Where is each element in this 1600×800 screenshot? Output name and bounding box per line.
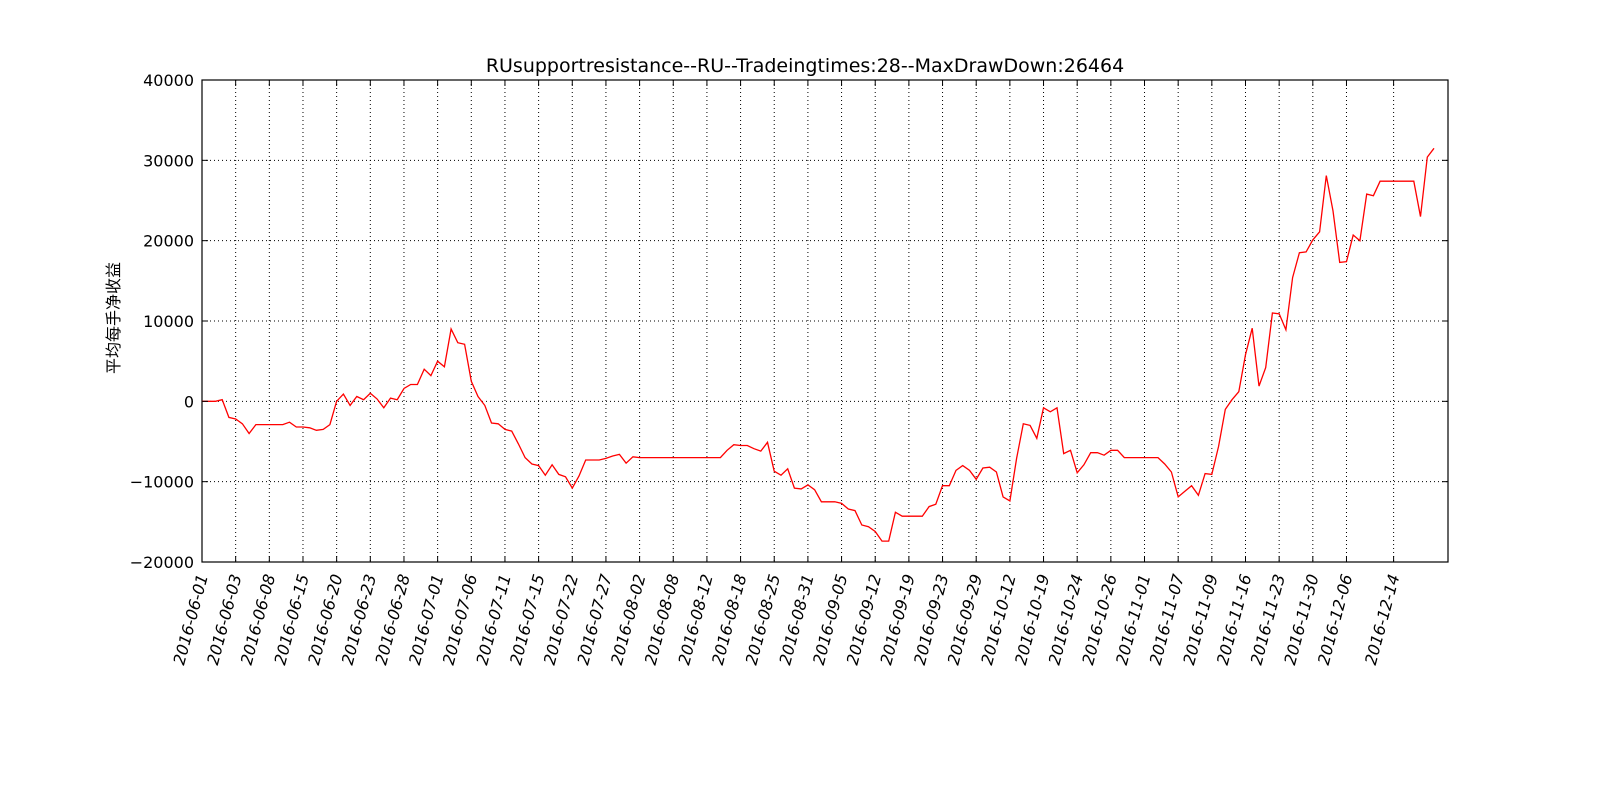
plot-frame (201, 79, 1449, 563)
y-tick-label: −10000 (130, 473, 194, 492)
grid-lines (201, 79, 1448, 563)
net-profit-series-line (202, 147, 1435, 542)
x-tick-label: 2016-12-06 (1314, 572, 1356, 667)
axis-frame (201, 79, 1449, 563)
y-axis-label: 平均每手净收益 (104, 262, 123, 374)
chart-title: RUsupportresistance--RU--Tradeingtimes:2… (486, 55, 1124, 77)
y-tick-label: 20000 (143, 232, 194, 251)
y-tick-label: 10000 (143, 312, 194, 331)
y-axis-ticks: −20000 −10000 0 10000 20000 30000 40000 (130, 71, 1448, 572)
y-tick-label: 40000 (143, 71, 194, 90)
x-axis-ticks: 2016-06-012016-06-032016-06-082016-06-15… (169, 80, 1403, 667)
y-tick-label: −20000 (130, 553, 194, 572)
y-tick-label: 30000 (143, 151, 194, 170)
y-tick-label: 0 (184, 392, 194, 411)
x-tick-label: 2016-12-14 (1361, 572, 1403, 667)
